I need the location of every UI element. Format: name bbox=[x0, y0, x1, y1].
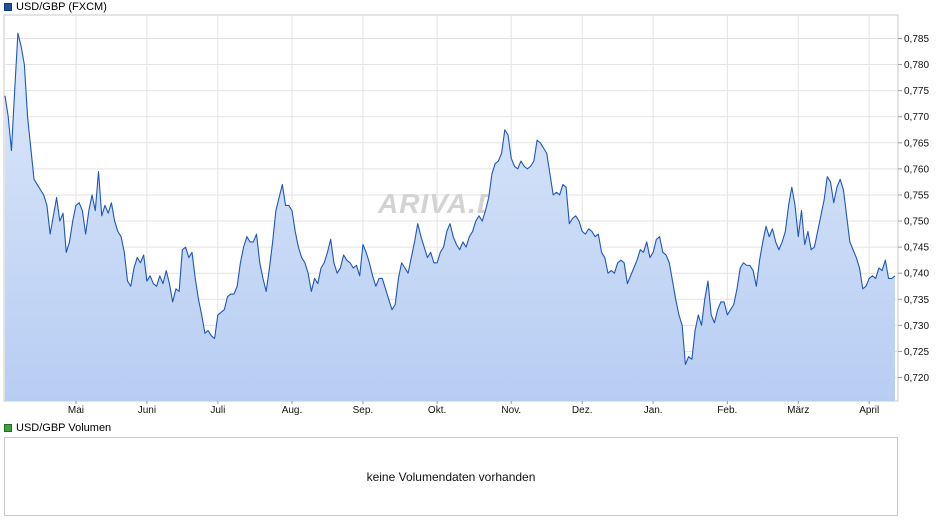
volume-legend-swatch bbox=[4, 424, 12, 432]
no-volume-message: keine Volumendaten vorhanden bbox=[366, 469, 536, 484]
price-legend-label: USD/GBP (FXCM) bbox=[16, 1, 107, 13]
price-area bbox=[5, 33, 895, 401]
y-axis: 0,720 0,725 0,730 0,735 0,740 0,745 0,750 0,755… bbox=[898, 34, 929, 384]
price-line bbox=[4, 32, 896, 366]
y-tick-label: 0,755 bbox=[904, 190, 929, 201]
x-tick-label: Nov. bbox=[501, 405, 521, 416]
price-chart: ARIVA.DE 0,7200,7250,7300,7350,7400,7450… bbox=[3, 14, 929, 416]
x-tick-label: Mai bbox=[68, 405, 84, 416]
x-tick-label: Dez. bbox=[572, 405, 593, 416]
y-tick-label: 0,775 bbox=[904, 86, 929, 97]
x-tick-label: Sep. bbox=[353, 405, 374, 416]
volume-panel: keine Volumendaten vorhanden bbox=[4, 437, 898, 516]
x-tick-label: Juni bbox=[138, 405, 156, 416]
volume-legend: USD/GBP Volumen bbox=[4, 422, 111, 434]
x-tick-label: Aug. bbox=[282, 405, 303, 416]
x-tick-label: Feb. bbox=[717, 405, 737, 416]
price-legend-swatch bbox=[4, 3, 12, 11]
y-tick-label: 0,780 bbox=[904, 60, 929, 71]
y-tick-label: 0,730 bbox=[904, 321, 929, 332]
x-tick-label: Okt. bbox=[428, 405, 446, 416]
y-tick-label: 0,720 bbox=[904, 373, 929, 384]
volume-legend-label: USD/GBP Volumen bbox=[16, 422, 112, 434]
price-legend: USD/GBP (FXCM) bbox=[4, 1, 107, 13]
x-tick-label: Juli bbox=[210, 405, 225, 416]
y-tick-label: 0,745 bbox=[904, 243, 929, 254]
y-tick-label: 0,765 bbox=[904, 138, 929, 149]
x-tick-label: März bbox=[787, 405, 809, 416]
y-tick-label: 0,735 bbox=[904, 295, 929, 306]
y-tick-label: 0,760 bbox=[904, 164, 929, 175]
y-tick-label: 0,750 bbox=[904, 217, 929, 228]
y-tick-label: 0,770 bbox=[904, 112, 929, 123]
y-tick-label: 0,725 bbox=[904, 347, 929, 358]
y-tick-label: 0,785 bbox=[904, 34, 929, 45]
x-tick-label: April bbox=[859, 405, 879, 416]
y-tick-label: 0,740 bbox=[904, 269, 929, 280]
x-axis: Mai Juni Juli Aug. Sep. Okt. Nov. Dez. Jan. Feb. M… bbox=[68, 401, 879, 416]
x-tick-label: Jan. bbox=[644, 405, 663, 416]
